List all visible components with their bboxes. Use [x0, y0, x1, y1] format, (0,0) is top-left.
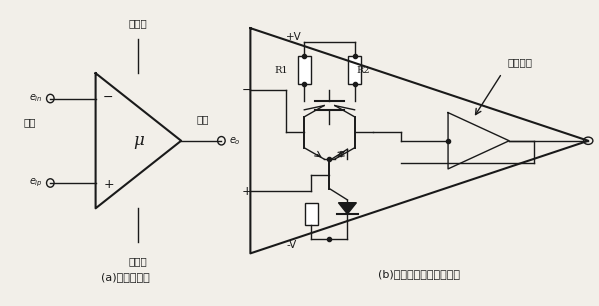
- Text: 正电源: 正电源: [129, 18, 148, 28]
- Text: 电压放大: 电压放大: [507, 57, 533, 67]
- Text: (a)符号与端子: (a)符号与端子: [101, 271, 150, 282]
- Bar: [349, 56, 361, 84]
- Bar: [298, 56, 311, 84]
- Text: (b)运算放大器的内部结构: (b)运算放大器的内部结构: [379, 269, 460, 279]
- Text: 负电源: 负电源: [129, 256, 148, 266]
- Text: R1: R1: [274, 66, 288, 75]
- Text: −: −: [241, 84, 252, 97]
- Text: 输出: 输出: [196, 114, 208, 124]
- Text: -V: -V: [286, 240, 297, 250]
- Text: +: +: [103, 178, 114, 191]
- Text: −: −: [103, 91, 114, 104]
- Text: 输入: 输入: [24, 117, 37, 127]
- Bar: [305, 203, 318, 225]
- Text: $e_{in}$: $e_{in}$: [29, 93, 43, 104]
- Text: $e_{ip}$: $e_{ip}$: [29, 177, 43, 189]
- Polygon shape: [338, 203, 356, 214]
- Text: +: +: [241, 185, 252, 198]
- Text: R2: R2: [356, 66, 370, 75]
- Text: +V: +V: [286, 32, 302, 42]
- Text: μ: μ: [133, 132, 144, 149]
- Text: $e_o$: $e_o$: [229, 135, 241, 147]
